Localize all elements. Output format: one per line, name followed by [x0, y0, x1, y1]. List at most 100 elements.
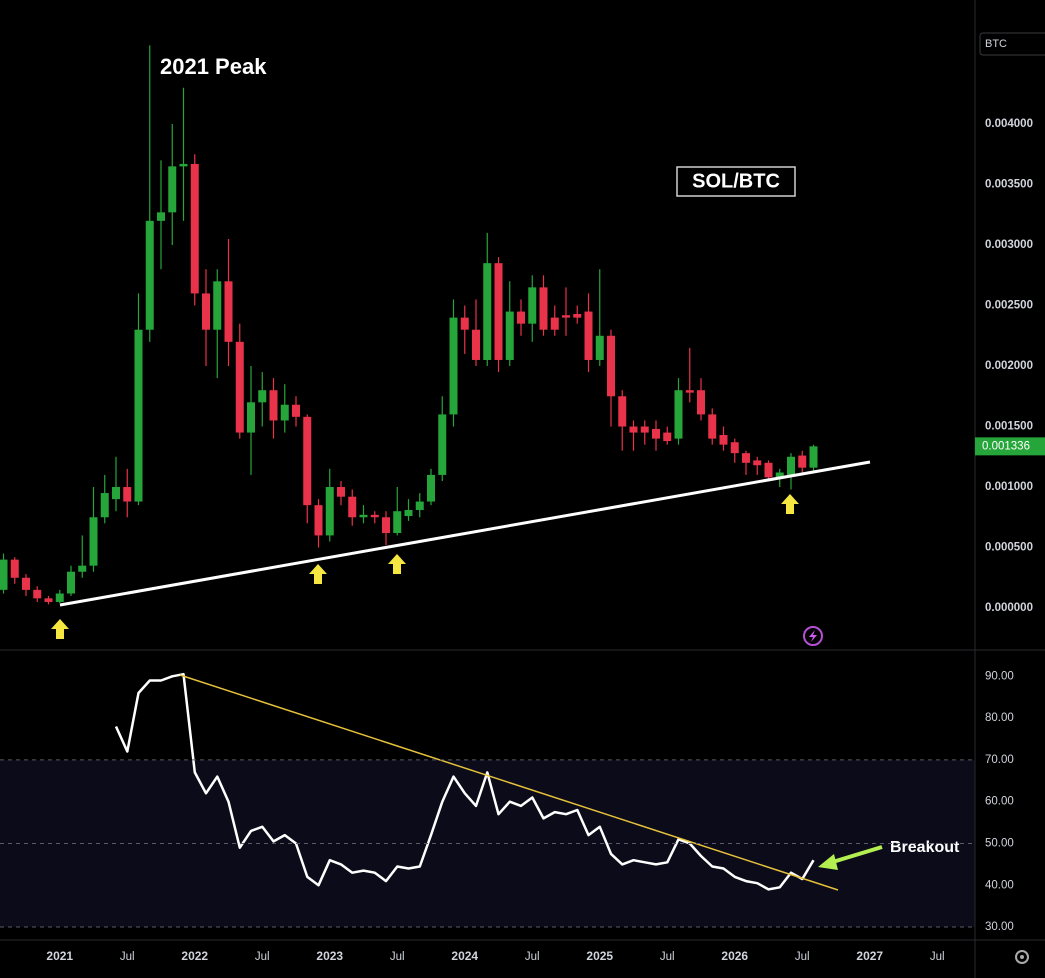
candle-body — [145, 220, 154, 330]
y-tick-label: 0.003500 — [985, 179, 1033, 191]
candle-body — [618, 396, 627, 427]
candle-body — [0, 559, 8, 590]
candle-body — [258, 390, 267, 403]
candle-body — [247, 402, 255, 433]
up-arrow — [388, 554, 406, 574]
up-arrow — [781, 494, 799, 514]
y-tick-label: 0.004000 — [985, 118, 1033, 130]
candle-body — [764, 462, 773, 478]
candle-body — [494, 263, 503, 360]
candle-body — [269, 390, 278, 421]
candle-body — [55, 593, 64, 602]
candle-body — [224, 281, 233, 342]
candle-body — [325, 487, 334, 536]
candle-body — [100, 493, 109, 518]
candle-body — [235, 341, 244, 433]
candle-body — [359, 514, 368, 518]
candle-body — [775, 472, 784, 478]
candles — [0, 45, 818, 605]
x-tick-label: 2022 — [181, 949, 208, 963]
y-tick-label: 30.00 — [985, 921, 1014, 933]
y-tick-label: 40.00 — [985, 879, 1014, 891]
icon-ring — [803, 626, 823, 646]
candle-body — [415, 501, 424, 511]
settings-icon[interactable] — [1015, 950, 1029, 964]
y-tick-label: 90.00 — [985, 670, 1014, 682]
currency: BTC — [985, 38, 1007, 50]
rsi-trendline — [179, 674, 839, 891]
candle-body — [539, 287, 548, 330]
candle-body — [280, 404, 289, 421]
candle-body — [348, 496, 357, 518]
candle-body — [607, 335, 615, 397]
candle-body — [438, 414, 447, 475]
candle-body — [652, 428, 660, 439]
candle-body — [550, 317, 559, 330]
x-tick-label: 2021 — [46, 949, 73, 963]
x-tick-label: Jul — [795, 951, 810, 963]
candle-body — [393, 511, 402, 533]
candle-body — [719, 434, 728, 445]
arrow-head — [818, 854, 838, 870]
candle-body — [370, 514, 379, 518]
y-tick-label: 0.001000 — [985, 481, 1033, 493]
candle-body — [640, 426, 649, 433]
candle-body — [562, 315, 570, 318]
last-price-box — [975, 437, 1045, 456]
icon-bolt — [809, 630, 817, 642]
candle-body — [314, 505, 323, 536]
title-box — [676, 166, 796, 197]
candle-body — [78, 565, 87, 572]
last-price-label: 0.001336 — [982, 440, 1030, 452]
candle-body — [213, 281, 222, 330]
y-tick-label: 70.00 — [985, 754, 1014, 766]
up-arrow — [51, 619, 69, 639]
candle-body — [798, 455, 807, 468]
candle-body — [663, 432, 672, 442]
candle-body — [674, 390, 683, 439]
candle-body — [44, 598, 53, 602]
candle-body — [460, 317, 469, 330]
x-tick-label: Jul — [390, 951, 405, 963]
y-tick-label: 60.00 — [985, 796, 1014, 808]
candle-body — [292, 404, 300, 417]
candle-body — [573, 313, 582, 318]
candle-body — [517, 311, 525, 324]
candle-body — [742, 453, 750, 463]
candle-body — [382, 517, 390, 533]
candle-body — [202, 293, 210, 330]
y-tick-label: 0.002000 — [985, 360, 1033, 372]
up-arrow — [309, 564, 327, 584]
breakout-label: Breakout — [890, 839, 960, 856]
breakout-arrow — [818, 845, 883, 870]
candle-body — [337, 487, 345, 497]
candle-body — [595, 335, 604, 360]
candle-body — [753, 460, 762, 466]
candle-body — [809, 446, 818, 468]
y-tick-label: 50.00 — [985, 838, 1014, 850]
candle-body — [730, 442, 739, 454]
candle-body — [303, 416, 312, 506]
x-tick-label: 2024 — [451, 949, 478, 963]
candle-body — [168, 166, 177, 213]
candle-body — [427, 474, 435, 502]
x-tick-label: 2027 — [856, 949, 883, 963]
support-trendline — [59, 460, 871, 607]
rsi-line — [114, 672, 815, 891]
candle-body — [179, 163, 188, 167]
candle-body — [67, 571, 75, 594]
x-tick-label: 2026 — [721, 949, 748, 963]
currency-box[interactable] — [979, 32, 1045, 56]
candle-body — [10, 559, 19, 578]
candle-body — [89, 517, 98, 566]
lightning-icon[interactable] — [803, 626, 823, 646]
candle-body — [528, 287, 537, 324]
candle-body — [123, 487, 132, 502]
chart-title: SOL/BTC — [692, 170, 780, 192]
candle-body — [708, 414, 717, 439]
candle-body — [505, 311, 514, 360]
y-tick-label: 80.00 — [985, 712, 1014, 724]
x-tick-label: 2025 — [586, 949, 613, 963]
candle-body — [404, 510, 413, 517]
